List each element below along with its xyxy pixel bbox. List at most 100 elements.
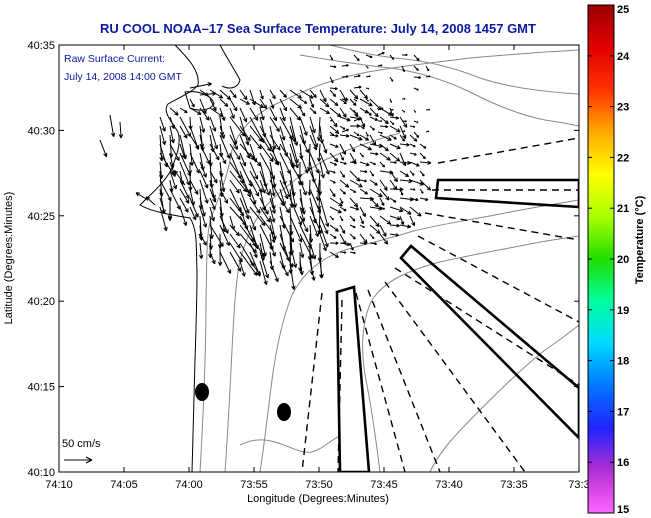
annotation-line-1: Raw Surface Current: bbox=[64, 53, 165, 65]
current-vector bbox=[259, 179, 266, 194]
current-vector bbox=[209, 197, 216, 210]
current-vector bbox=[229, 98, 238, 112]
current-vector bbox=[339, 188, 346, 195]
current-vector bbox=[289, 89, 302, 99]
current-vector bbox=[349, 233, 356, 240]
contour-line bbox=[429, 324, 579, 472]
current-vector bbox=[353, 54, 360, 62]
current-vector bbox=[413, 120, 419, 124]
current-vector bbox=[199, 98, 207, 114]
current-vector bbox=[419, 152, 426, 160]
current-vector bbox=[229, 224, 240, 237]
current-vector bbox=[350, 124, 361, 128]
current-vector bbox=[289, 98, 302, 109]
current-vector bbox=[249, 188, 257, 205]
colorbar-tick-label: 24 bbox=[617, 51, 630, 63]
annotation-line-2: July 14, 2008 14:00 GMT bbox=[64, 71, 182, 83]
current-vector bbox=[349, 197, 359, 208]
current-vector bbox=[199, 116, 206, 133]
current-vector bbox=[279, 89, 287, 98]
current-vector bbox=[179, 197, 189, 213]
current-vector bbox=[299, 197, 306, 215]
y-axis-label: Latitude (Degrees:Minutes) bbox=[3, 192, 15, 325]
current-vector bbox=[259, 134, 272, 152]
current-vector bbox=[389, 107, 394, 117]
current-vector bbox=[339, 125, 346, 130]
y-tick-label: 40:25 bbox=[27, 211, 55, 223]
current-vector bbox=[309, 260, 316, 281]
current-vector bbox=[249, 107, 259, 121]
current-vector bbox=[145, 196, 156, 206]
current-vector bbox=[269, 116, 280, 133]
colorbar bbox=[587, 4, 615, 514]
current-vector bbox=[377, 64, 383, 67]
current-vector bbox=[369, 116, 379, 121]
current-vector bbox=[229, 89, 237, 99]
current-vector bbox=[353, 118, 360, 122]
current-vector bbox=[259, 170, 271, 196]
survey-line bbox=[367, 289, 441, 472]
current-vector bbox=[341, 64, 349, 67]
current-vector bbox=[389, 98, 393, 103]
colorbar-tick-label: 21 bbox=[617, 203, 629, 215]
current-vector bbox=[341, 128, 350, 133]
current-vector bbox=[289, 242, 298, 268]
current-vector bbox=[339, 116, 351, 122]
current-vector bbox=[219, 224, 230, 246]
current-vector bbox=[329, 224, 339, 232]
current-vector bbox=[399, 116, 408, 128]
current-vector bbox=[339, 179, 350, 188]
current-vector bbox=[379, 134, 392, 141]
current-vector bbox=[169, 143, 180, 162]
current-vector bbox=[199, 161, 207, 178]
current-vector bbox=[329, 98, 339, 107]
current-vector bbox=[239, 125, 251, 142]
current-vector bbox=[199, 107, 210, 121]
current-vector bbox=[189, 82, 212, 89]
current-vector bbox=[349, 215, 356, 222]
current-vector bbox=[409, 197, 419, 202]
current-vector bbox=[269, 260, 279, 283]
contour-line bbox=[199, 49, 579, 472]
current-vector bbox=[399, 215, 405, 225]
current-vector bbox=[259, 107, 265, 121]
current-vector bbox=[319, 233, 327, 252]
current-vector bbox=[329, 152, 339, 163]
survey-box-southeast bbox=[399, 244, 579, 440]
current-vector bbox=[365, 75, 371, 78]
current-vector bbox=[319, 224, 329, 248]
current-vector bbox=[329, 116, 338, 128]
current-vector bbox=[319, 260, 324, 279]
current-vector bbox=[359, 134, 370, 141]
current-vector bbox=[249, 242, 258, 258]
current-vector bbox=[199, 206, 208, 228]
current-vector bbox=[359, 170, 368, 174]
current-vector bbox=[339, 251, 347, 254]
current-vector bbox=[309, 98, 315, 108]
current-vector bbox=[409, 152, 417, 156]
current-vector bbox=[353, 131, 360, 137]
current-vector bbox=[349, 143, 356, 153]
current-vector bbox=[219, 188, 229, 204]
current-vector bbox=[353, 98, 358, 102]
current-vector bbox=[399, 170, 410, 178]
current-vector bbox=[359, 188, 369, 195]
current-vector bbox=[249, 125, 263, 142]
colorbar-tick-label: 15 bbox=[617, 504, 629, 516]
current-vector bbox=[365, 131, 369, 137]
current-vector bbox=[179, 188, 190, 204]
current-vector bbox=[169, 116, 176, 130]
mooring-marker bbox=[195, 383, 209, 401]
current-vector bbox=[359, 242, 367, 246]
current-vector bbox=[409, 206, 422, 217]
current-vector bbox=[329, 65, 337, 69]
current-vector bbox=[249, 197, 261, 214]
current-vector bbox=[179, 125, 188, 139]
current-vector bbox=[179, 179, 190, 199]
current-vector bbox=[249, 161, 259, 180]
current-vector bbox=[249, 134, 262, 150]
colorbar-tick-label: 23 bbox=[617, 102, 629, 114]
current-vector bbox=[349, 242, 354, 251]
current-vector bbox=[209, 170, 218, 184]
current-vector bbox=[379, 152, 391, 161]
